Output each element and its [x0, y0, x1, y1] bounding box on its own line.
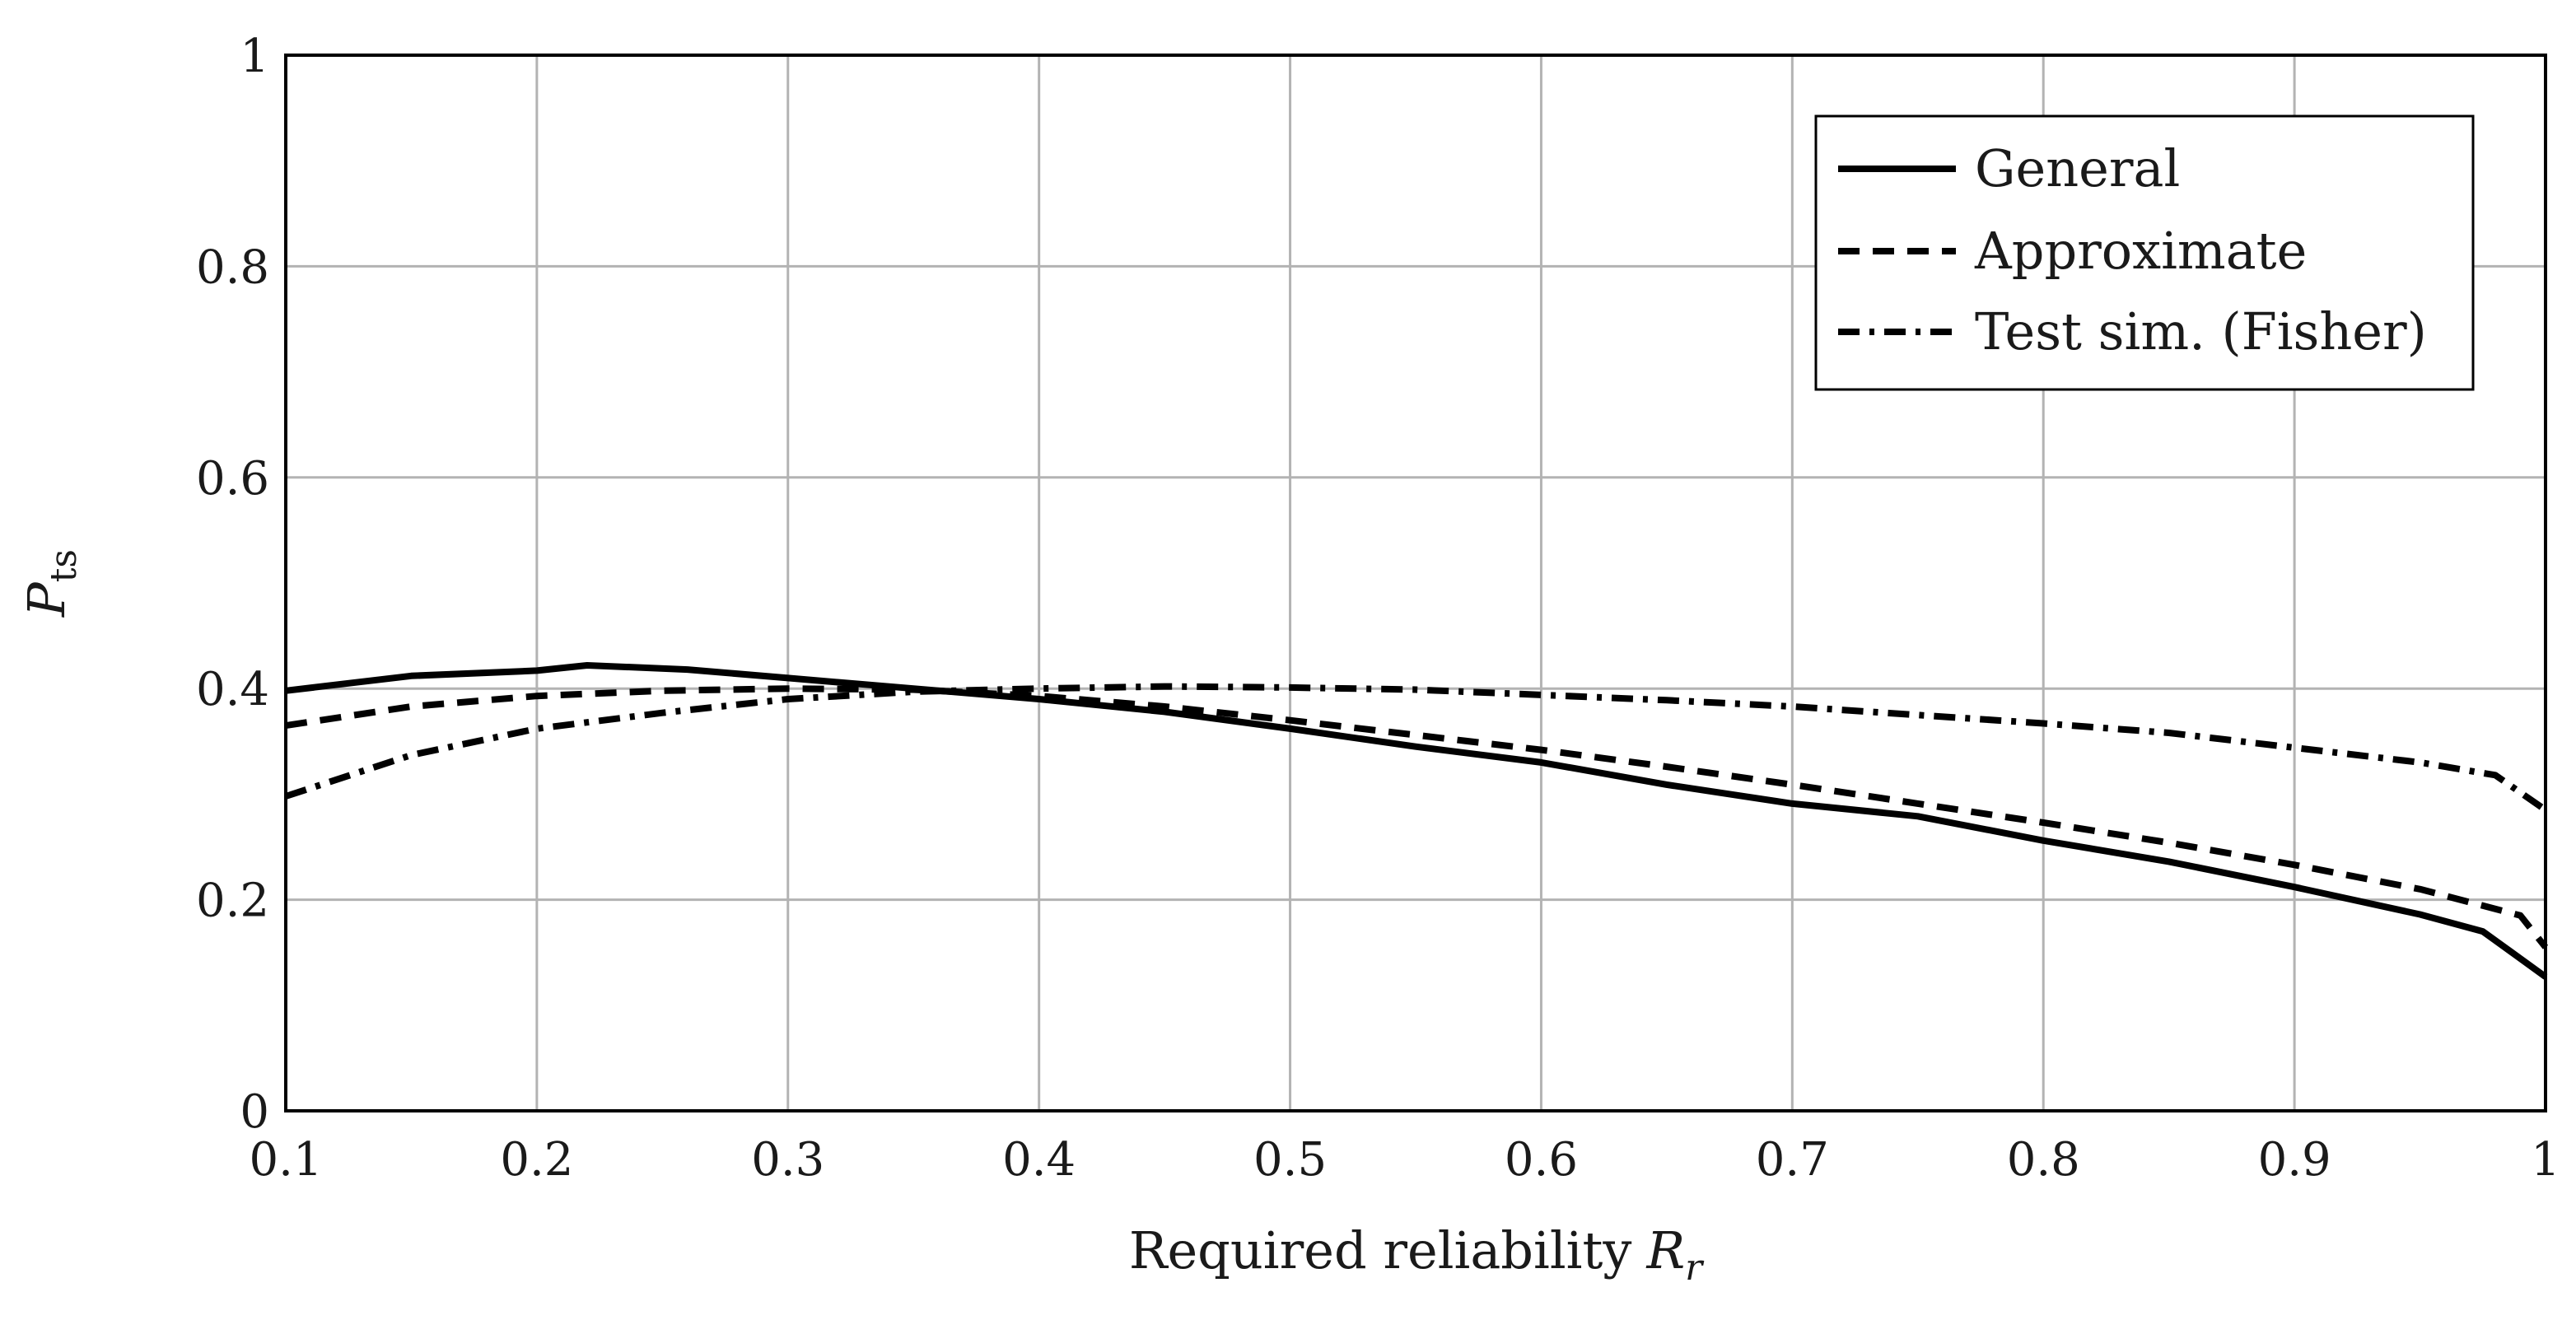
legend: General Approximate Test sim. (Fisher): [1814, 114, 2475, 391]
plot-frame: [284, 54, 2547, 1112]
y-tick-label: 0: [240, 1085, 269, 1139]
x-tick-label: 0.4: [1002, 1133, 1076, 1187]
legend-label-fisher: Test sim. (Fisher): [1975, 301, 2427, 361]
y-tick-label: 1: [240, 30, 269, 83]
x-tick-label: 0.9: [2258, 1133, 2331, 1187]
y-tick-label: 0.4: [196, 663, 269, 716]
x-axis-label-text: Required reliability: [1129, 1220, 1632, 1280]
x-axis-label-symbol: R: [1645, 1220, 1685, 1280]
legend-label-general: General: [1975, 138, 2180, 198]
x-tick-label: 1: [2531, 1133, 2560, 1187]
y-tick-label: 0.6: [196, 452, 269, 506]
x-axis-label-subscript: r: [1685, 1247, 1705, 1289]
x-tick-label: 0.1: [249, 1133, 322, 1187]
legend-label-approximate: Approximate: [1974, 221, 2307, 281]
y-axis-label-subscript: ts: [43, 549, 85, 582]
x-tick-label: 0.8: [2007, 1133, 2080, 1187]
x-tick-label: 0.7: [1756, 1133, 1829, 1187]
y-tick-labels: 0 0.2 0.4 0.6 0.8 1: [196, 30, 269, 1139]
series-line-approximate: [285, 685, 2549, 949]
x-axis-label: Required reliability Rr: [1129, 1220, 1705, 1289]
x-tick-label: 0.5: [1253, 1133, 1327, 1187]
series-line-fisher: [284, 683, 2548, 813]
x-tick-labels: 0.1 0.2 0.3 0.4 0.5 0.6 0.7 0.8 0.9 1: [249, 1133, 2560, 1187]
x-tick-label: 0.3: [751, 1133, 824, 1187]
y-tick-label: 0.8: [196, 240, 269, 294]
series-layer: [284, 662, 2549, 980]
y-axis-label: Pts: [16, 549, 85, 618]
x-tick-label: 0.2: [500, 1133, 573, 1187]
y-axis-label-symbol: P: [16, 581, 77, 618]
x-tick-label: 0.6: [1505, 1133, 1578, 1187]
series-line-general: [285, 662, 2548, 980]
y-tick-label: 0.2: [196, 875, 269, 928]
